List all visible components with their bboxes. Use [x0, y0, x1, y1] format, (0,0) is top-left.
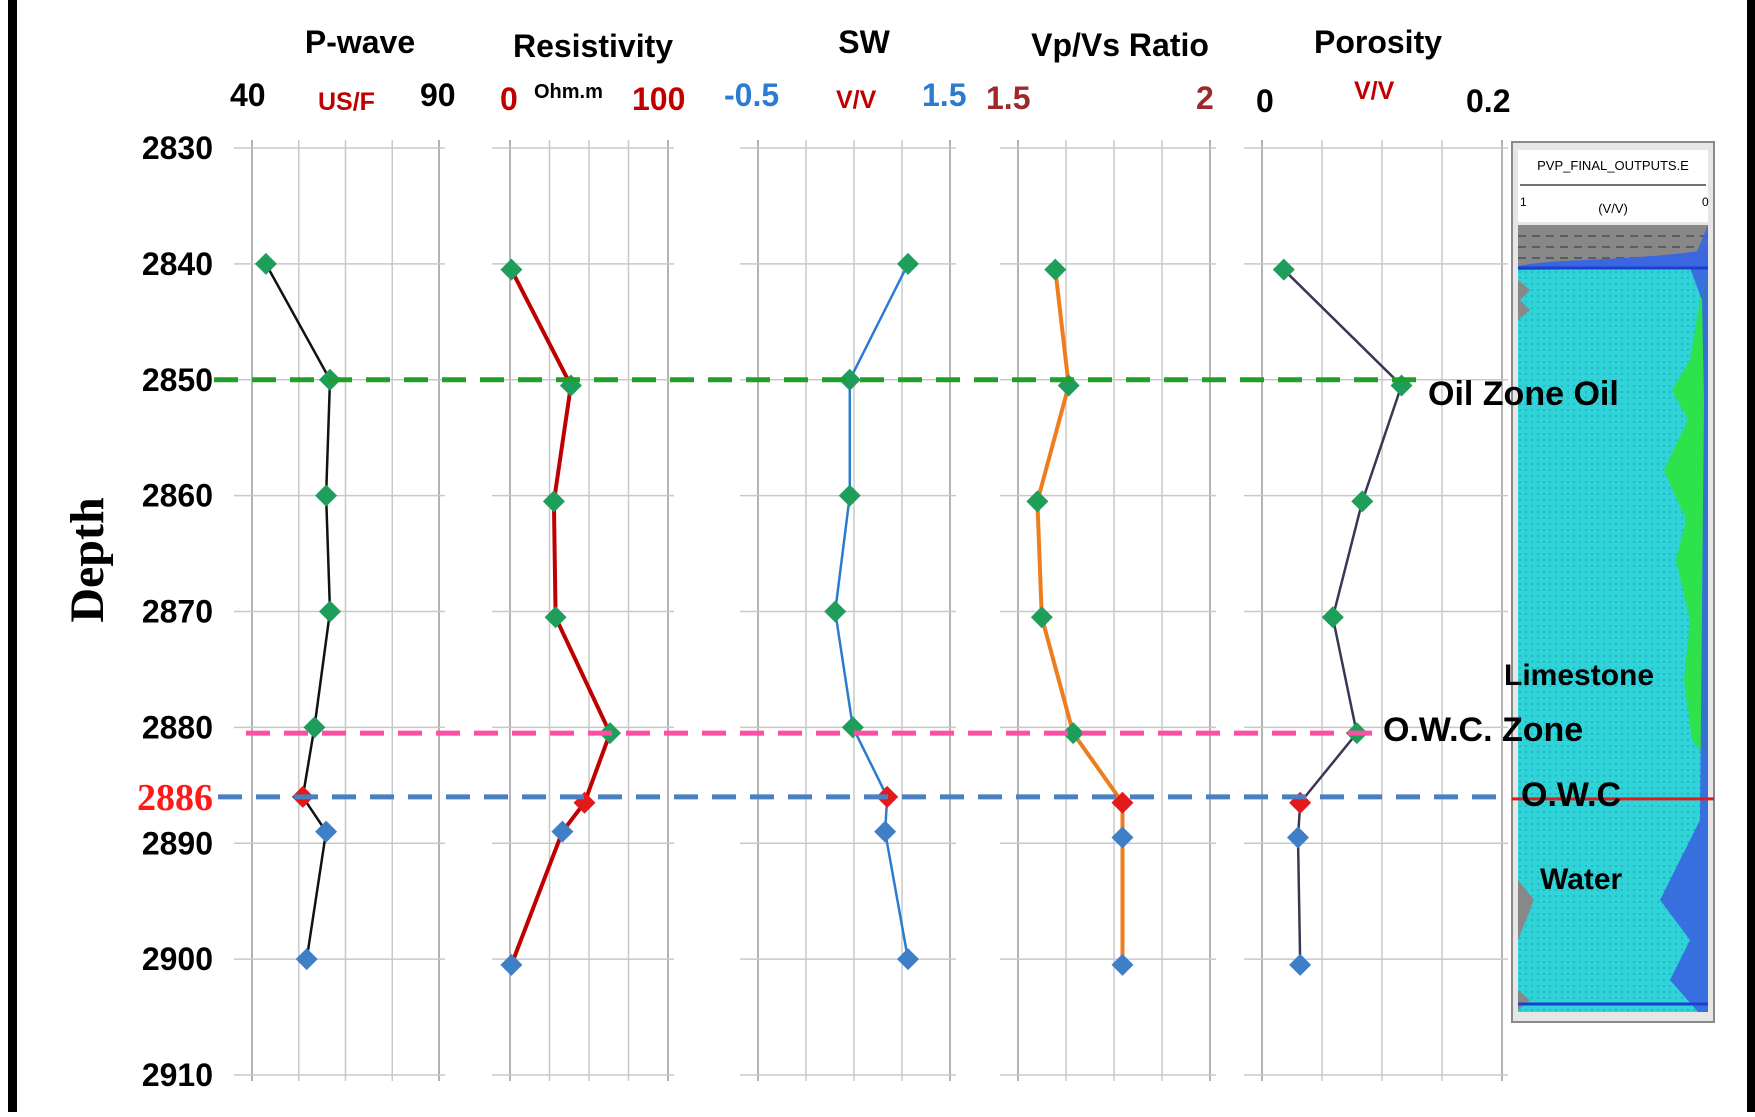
log-panel-header-bg	[1518, 150, 1708, 222]
log-panel-right-label: 0	[1702, 195, 1709, 209]
data-point-resistivity	[551, 820, 574, 843]
sw-unit-label: V/V	[836, 86, 877, 114]
sw-min-label: -0.5	[724, 77, 779, 113]
track-title-porosity: Porosity	[1314, 24, 1442, 60]
series-porosity	[1272, 258, 1413, 976]
data-point-pwave	[318, 600, 341, 623]
porosity-max-label: 0.2	[1466, 83, 1510, 119]
depth-tick-2830: 2830	[142, 130, 213, 166]
sw-max-label: 1.5	[922, 77, 966, 113]
data-point-vpvs	[1026, 490, 1049, 513]
depth-tick-2910: 2910	[142, 1057, 213, 1093]
depth-tick-2870: 2870	[142, 594, 213, 630]
annotation-water: Water	[1540, 863, 1623, 896]
data-point-porosity	[1272, 258, 1295, 281]
depth-tick-2880: 2880	[142, 709, 213, 745]
log-panel-left-label: 1	[1520, 195, 1527, 209]
annotation-owc-zone: O.W.C. Zone	[1383, 711, 1583, 749]
depth-tick-2890: 2890	[142, 825, 213, 861]
grid-vpvs	[1000, 140, 1216, 1081]
data-point-sw	[838, 484, 861, 507]
track-grids	[234, 140, 1508, 1081]
pwave-min-label: 40	[230, 77, 266, 113]
grid-pwave	[234, 140, 445, 1081]
series-pwave	[254, 252, 341, 971]
data-point-vpvs	[1111, 826, 1134, 849]
annotation-oil-zone: Oil Zone Oil	[1428, 375, 1619, 413]
frame-right-border	[1747, 0, 1755, 1112]
pwave-max-label: 90	[420, 77, 456, 113]
log-panel-oil-fill	[1664, 266, 1708, 760]
data-point-pwave	[303, 716, 326, 739]
frame-left-border	[8, 0, 17, 1112]
data-point-vpvs	[1111, 953, 1134, 976]
log-panel-blue-fill	[1660, 225, 1708, 1012]
data-point-sw	[838, 368, 861, 391]
depth-axis-title: Depth	[61, 497, 114, 622]
data-point-resistivity	[542, 490, 565, 513]
annotation-limestone: Limestone	[1504, 659, 1654, 692]
track-title-resistivity: Resistivity	[513, 28, 673, 64]
data-point-vpvs	[1111, 791, 1134, 814]
data-point-porosity	[1289, 953, 1312, 976]
data-point-vpvs	[1044, 258, 1067, 281]
resistivity-unit-label: Ohm.m	[534, 81, 603, 103]
data-point-vpvs	[1062, 722, 1085, 745]
data-point-sw	[824, 600, 847, 623]
series-resistivity	[500, 258, 621, 976]
data-point-resistivity	[544, 606, 567, 629]
track-title-vpvs: Vp/Vs Ratio	[1031, 27, 1209, 63]
track-title-sw: SW	[838, 24, 890, 60]
zone-lines	[214, 377, 1714, 801]
series-vpvs	[1026, 258, 1134, 976]
log-panel-blue-top	[1518, 250, 1708, 270]
annotation-owc: O.W.C	[1521, 776, 1621, 814]
depth-tick-2840: 2840	[142, 246, 213, 282]
porosity-min-label: 0	[1256, 83, 1274, 119]
porosity-unit-label: V/V	[1354, 77, 1395, 105]
data-point-porosity	[1321, 606, 1344, 629]
depth-tick-2900: 2900	[142, 941, 213, 977]
depth-tick-2850: 2850	[142, 362, 213, 398]
vpvs-min-label: 1.5	[986, 80, 1030, 116]
grid-sw	[740, 140, 956, 1081]
depth-tick-2860: 2860	[142, 478, 213, 514]
log-panel-title: PVP_FINAL_OUTPUTS.E	[1537, 158, 1689, 173]
data-point-resistivity	[500, 258, 523, 281]
resistivity-min-label: 0	[500, 81, 518, 117]
data-point-porosity	[1286, 826, 1309, 849]
data-point-sw	[897, 948, 919, 971]
pwave-unit-label: US/F	[318, 88, 375, 116]
data-point-pwave	[295, 948, 318, 971]
log-panel-unit: (V/V)	[1598, 201, 1628, 216]
log-panel-water-texture	[1518, 266, 1708, 1012]
data-point-sw	[874, 820, 897, 843]
series-sw	[824, 252, 919, 971]
data-point-resistivity	[500, 953, 523, 976]
data-point-sw	[897, 252, 919, 275]
data-point-pwave	[254, 252, 277, 275]
grid-porosity	[1244, 140, 1508, 1081]
depth-tick-2886: 2886	[137, 777, 213, 819]
resistivity-max-label: 100	[632, 81, 685, 117]
data-point-pwave	[315, 484, 338, 507]
log-panel: PVP_FINAL_OUTPUTS.E 1 (V/V) 0	[1511, 141, 1715, 1023]
data-point-vpvs	[1030, 606, 1053, 629]
series-layer	[254, 252, 1413, 976]
track-title-pwave: P-wave	[305, 24, 415, 60]
depth-tick-labels: 2830 2840 2850 2860 2870 2880 2886 2890 2900 2910	[137, 130, 213, 1093]
data-point-porosity	[1351, 490, 1374, 513]
vpvs-max-label: 2	[1196, 80, 1214, 116]
data-point-pwave	[315, 820, 338, 843]
